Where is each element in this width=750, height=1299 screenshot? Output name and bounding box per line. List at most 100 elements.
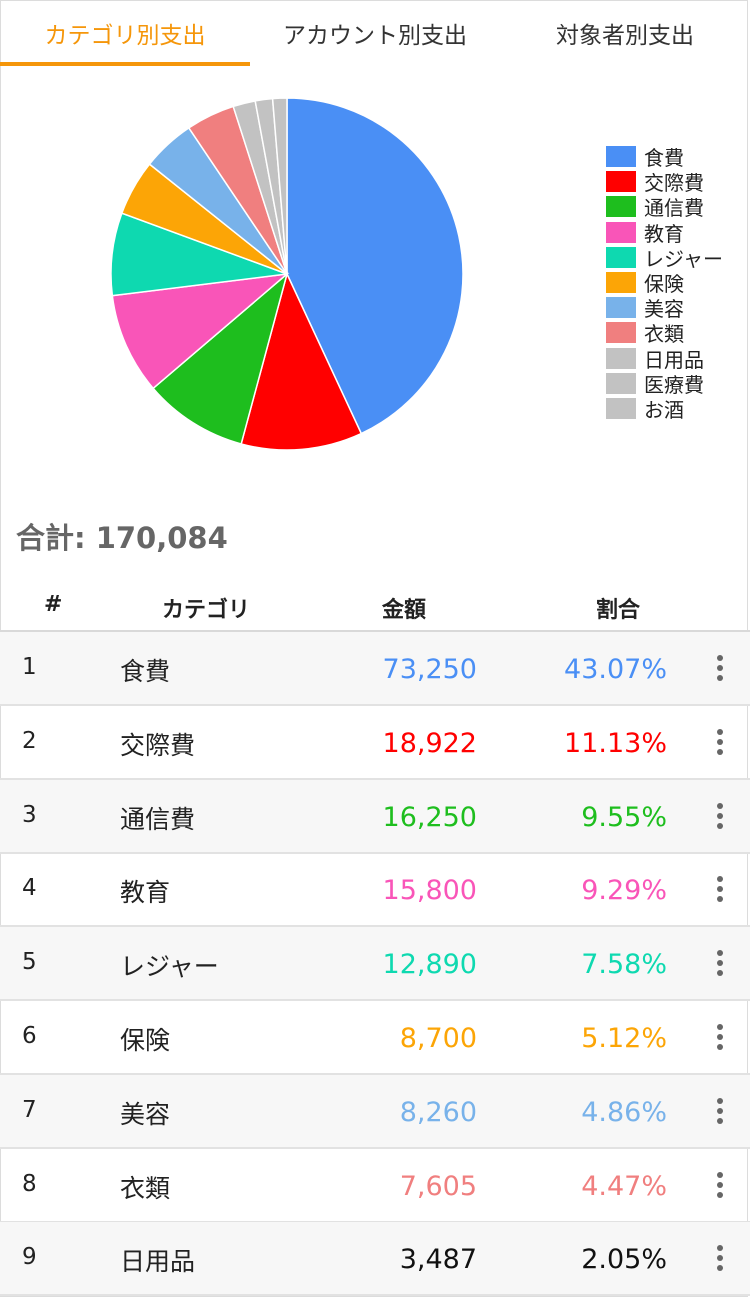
pie-slice-2[interactable]	[240, 271, 363, 451]
row-amount: 12,890	[382, 949, 477, 981]
more-dot	[717, 665, 723, 671]
more-options-icon[interactable]	[706, 1095, 734, 1127]
row-category: 美容	[120, 1099, 171, 1129]
more-dot	[717, 1191, 723, 1198]
legend-swatch	[606, 196, 636, 218]
legend-swatch	[606, 272, 636, 294]
total-amount: 合計: 170,084	[16, 521, 228, 555]
more-options-icon[interactable]	[706, 1242, 734, 1274]
more-dot	[717, 1265, 723, 1272]
more-options-icon[interactable]	[706, 947, 734, 979]
more-dot	[717, 1034, 723, 1040]
more-dot	[717, 970, 723, 977]
row-ratio: 11.13%	[564, 727, 667, 759]
legend-label: 通信費	[644, 196, 704, 221]
more-dot	[717, 738, 723, 745]
pie-slice-3[interactable]	[152, 271, 289, 445]
tab-category-expense[interactable]: カテゴリ別支出	[0, 0, 250, 66]
legend-swatch	[606, 297, 636, 319]
more-dot	[717, 1181, 723, 1188]
more-options-icon[interactable]	[706, 800, 734, 832]
more-dot	[717, 886, 723, 893]
row-ratio: 7.58%	[581, 949, 667, 981]
table-row[interactable]: 4 教育 15,800 9.29%	[0, 853, 750, 928]
table-row[interactable]: 7 美容 8,260 4.86%	[0, 1074, 750, 1149]
more-dot	[717, 896, 723, 903]
tab-account-expense[interactable]: アカウント別支出	[250, 0, 500, 66]
row-number: 6	[22, 1023, 37, 1049]
row-ratio: 9.29%	[581, 875, 667, 907]
more-dot	[717, 960, 723, 967]
legend-label: 教育	[644, 221, 684, 246]
table-row[interactable]: 3 通信費 16,250 9.55%	[0, 779, 750, 854]
more-options-icon[interactable]	[706, 1021, 734, 1053]
tab-label: アカウント別支出	[283, 23, 467, 49]
legend-label: 食費	[644, 146, 684, 171]
row-ratio: 4.86%	[581, 1096, 667, 1128]
legend-label: 日用品	[644, 347, 704, 372]
legend-swatch	[606, 322, 636, 344]
legend-swatch	[606, 146, 636, 168]
row-amount: 7,605	[399, 1170, 477, 1202]
row-number: 8	[22, 1170, 37, 1197]
tab-label: 対象者別支出	[556, 23, 694, 49]
legend-label: 保険	[644, 272, 684, 297]
more-dot	[717, 1255, 723, 1262]
pie-slice-1[interactable]	[286, 97, 464, 435]
legend-item: レジャー	[606, 245, 723, 271]
row-number: 2	[22, 727, 37, 754]
row-number: 5	[22, 949, 37, 976]
more-dot	[717, 1097, 723, 1104]
row-amount: 73,250	[382, 654, 477, 685]
pie-slice-11[interactable]	[271, 97, 288, 275]
legend-swatch	[606, 171, 636, 193]
row-ratio: 5.12%	[581, 1023, 667, 1054]
table-row[interactable]: 8 衣類 7,605 4.47%	[0, 1149, 750, 1223]
legend-item: 交際費	[606, 169, 723, 196]
row-amount: 8,260	[399, 1096, 477, 1128]
row-category: 日用品	[120, 1247, 196, 1277]
legend-item: 保険	[606, 270, 723, 297]
row-amount: 18,922	[382, 727, 477, 759]
table-row[interactable]: 9 日用品 3,487 2.05%	[0, 1222, 750, 1297]
more-dot	[717, 1245, 723, 1252]
active-tab-indicator	[0, 62, 250, 66]
table-row[interactable]: 2 交際費 18,922 11.13%	[0, 706, 750, 780]
more-dot	[717, 1107, 723, 1114]
row-amount: 16,250	[382, 801, 477, 833]
header-number: #	[44, 592, 63, 617]
more-options-icon[interactable]	[706, 726, 734, 758]
more-dot	[717, 1171, 723, 1178]
table-row[interactable]: 5 レジャー 12,890 7.58%	[0, 927, 750, 1002]
legend-item: 医療費	[606, 371, 723, 397]
row-amount: 15,800	[382, 875, 477, 907]
legend-item: 衣類	[606, 320, 723, 346]
legend-label: お酒	[644, 397, 684, 422]
legend-label: 交際費	[644, 171, 704, 196]
row-category: 教育	[120, 878, 171, 908]
table-row[interactable]: 6 保険 8,700 5.12%	[0, 1001, 750, 1075]
more-dot	[717, 728, 723, 735]
more-dot	[717, 822, 723, 829]
more-dot	[717, 655, 723, 661]
more-options-icon[interactable]	[706, 873, 734, 905]
table-row[interactable]: 1 食費 73,250 43.07%	[0, 632, 750, 706]
pie-slice-4[interactable]	[111, 272, 290, 390]
tab-person-expense[interactable]: 対象者別支出	[500, 0, 750, 66]
legend-swatch	[606, 372, 636, 394]
legend-swatch	[606, 246, 636, 268]
more-options-icon[interactable]	[706, 1169, 734, 1201]
more-dot	[717, 876, 723, 883]
chart-legend: 食費 交際費 通信費 教育 レジャー 保険 美容 衣類 日用品 医療費 お酒	[606, 144, 723, 422]
header-divider	[0, 630, 750, 632]
legend-label: 医療費	[644, 372, 704, 397]
more-dot	[717, 802, 723, 809]
row-ratio: 2.05%	[581, 1244, 667, 1276]
row-category: 食費	[120, 657, 171, 686]
more-options-icon[interactable]	[706, 652, 734, 684]
legend-swatch	[606, 347, 636, 369]
tab-bar: カテゴリ別支出 アカウント別支出 対象者別支出	[0, 0, 750, 66]
table-header: # カテゴリ 金額 割合	[0, 584, 750, 632]
legend-item: 教育	[606, 220, 723, 246]
legend-item: お酒	[606, 396, 723, 422]
